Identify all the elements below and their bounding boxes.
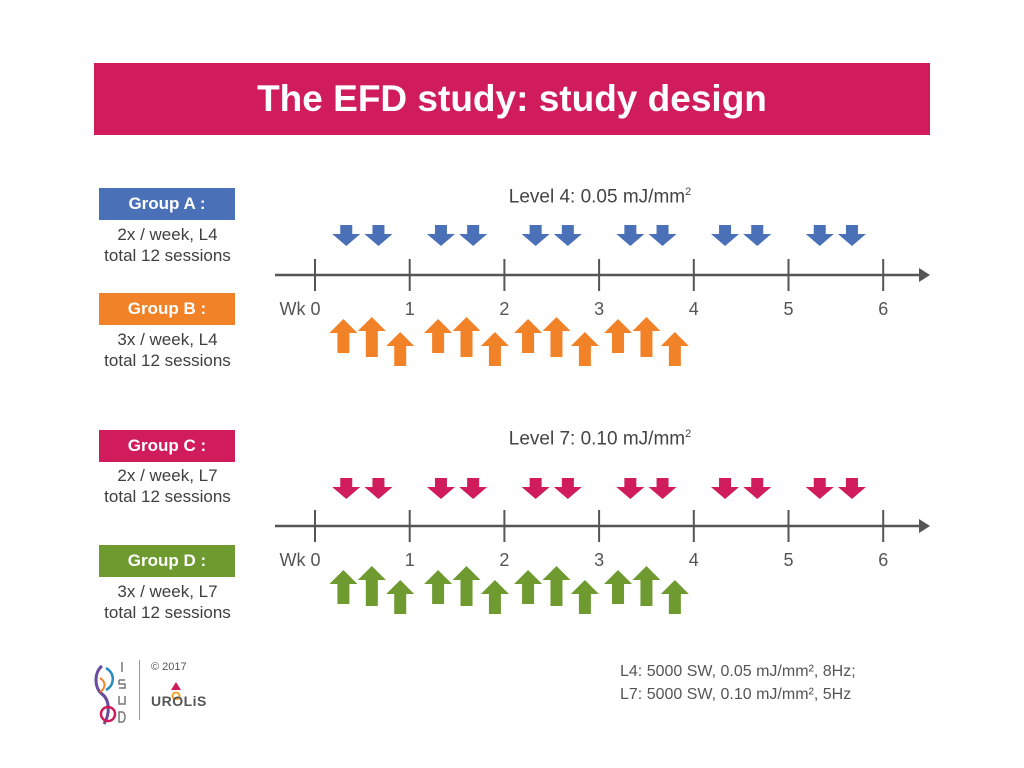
- group-d-description: 3x / week, L7 total 12 sessions: [90, 581, 245, 623]
- group-c-session-arrow: [459, 478, 488, 499]
- group-a-description: 2x / week, L4 total 12 sessions: [90, 224, 245, 266]
- level-7-superscript: 2: [685, 428, 692, 440]
- group-d-session-arrow: [357, 566, 386, 606]
- group-a-session-arrow: [805, 225, 834, 246]
- group-d-session-arrow: [452, 566, 481, 606]
- group-d-session-arrow: [386, 580, 415, 614]
- group-d-session-arrow: [542, 566, 571, 606]
- group-b-session-arrow: [357, 317, 386, 357]
- week-label-1-4: 4: [689, 299, 699, 319]
- week-label-1-0: Wk 0: [279, 299, 320, 319]
- group-c-session-arrow: [553, 478, 582, 499]
- group-b-session-arrow: [514, 319, 543, 353]
- group-b-session-arrow: [452, 317, 481, 357]
- week-label-1-2: 2: [499, 299, 509, 319]
- group-b-badge: Group B :: [99, 293, 235, 325]
- group-a-session-arrow: [364, 225, 393, 246]
- week-label-2-5: 5: [783, 550, 793, 570]
- level-4-text: Level 4: 0.05 mJ/mm: [508, 186, 686, 208]
- group-d-badge: Group D :: [99, 545, 235, 577]
- group-c-frequency: 2x / week, L7: [117, 466, 218, 485]
- week-label-2-3: 3: [594, 550, 604, 570]
- group-b-session-arrow: [632, 317, 661, 357]
- group-b-session-arrow: [480, 332, 509, 366]
- logo-divider: [139, 660, 140, 720]
- group-c-session-arrow: [648, 478, 677, 499]
- group-c-session-arrow: [711, 478, 740, 499]
- group-a-session-arrow: [837, 225, 866, 246]
- group-d-session-arrow: [570, 580, 599, 614]
- timeline-arrowhead-1: [919, 268, 930, 282]
- group-c-session-arrow: [616, 478, 645, 499]
- week-label-1-6: 6: [878, 299, 888, 319]
- group-d-session-arrow: [632, 566, 661, 606]
- group-b-description: 3x / week, L4 total 12 sessions: [90, 329, 245, 371]
- group-d-session-arrow: [329, 570, 358, 604]
- group-c-session-arrow: [837, 478, 866, 499]
- group-b-total: total 12 sessions: [104, 351, 231, 370]
- group-a-session-arrow: [426, 225, 455, 246]
- timeline-arrowhead-2: [919, 519, 930, 533]
- group-c-description: 2x / week, L7 total 12 sessions: [90, 465, 245, 507]
- week-label-2-4: 4: [689, 550, 699, 570]
- group-d-session-arrow: [424, 570, 453, 604]
- copyright-text: © 2017: [151, 661, 187, 673]
- week-label-1-3: 3: [594, 299, 604, 319]
- group-c-session-arrow: [426, 478, 455, 499]
- group-d-frequency: 3x / week, L7: [117, 582, 218, 601]
- week-label-2-1: 1: [405, 550, 415, 570]
- group-a-session-arrow: [332, 225, 361, 246]
- group-a-session-arrow: [711, 225, 740, 246]
- title-banner: The EFD study: study design: [94, 63, 930, 135]
- group-b-session-arrow: [604, 319, 633, 353]
- group-c-badge: Group C :: [99, 430, 235, 462]
- group-c-session-arrow: [364, 478, 393, 499]
- protocol-notes: L4: 5000 SW, 0.05 mJ/mm², 8Hz; L7: 5000 …: [620, 660, 856, 706]
- group-b-frequency: 3x / week, L4: [117, 330, 218, 349]
- group-c-session-arrow: [805, 478, 834, 499]
- group-d-session-arrow: [514, 570, 543, 604]
- urolis-logo: UROLiS: [151, 693, 207, 709]
- isud-logo: [92, 658, 132, 732]
- group-a-session-arrow: [648, 225, 677, 246]
- group-d-session-arrow: [480, 580, 509, 614]
- group-b-session-arrow: [660, 332, 689, 366]
- level-7-label: Level 7: 0.10 mJ/mm2: [440, 428, 760, 450]
- week-label-2-0: Wk 0: [279, 550, 320, 570]
- group-a-session-arrow: [459, 225, 488, 246]
- urolis-logo-mark: [151, 680, 211, 712]
- group-a-session-arrow: [743, 225, 772, 246]
- group-a-total: total 12 sessions: [104, 246, 231, 265]
- group-a-session-arrow: [521, 225, 550, 246]
- group-b-session-arrow: [424, 319, 453, 353]
- level-4-label: Level 4: 0.05 mJ/mm2: [440, 186, 760, 208]
- page-title: The EFD study: study design: [257, 78, 767, 119]
- group-d-session-arrow: [604, 570, 633, 604]
- group-d-session-arrow: [660, 580, 689, 614]
- week-label-2-2: 2: [499, 550, 509, 570]
- group-c-session-arrow: [743, 478, 772, 499]
- group-c-session-arrow: [332, 478, 361, 499]
- group-b-session-arrow: [542, 317, 571, 357]
- week-label-1-5: 5: [783, 299, 793, 319]
- group-b-session-arrow: [386, 332, 415, 366]
- group-a-badge: Group A :: [99, 188, 235, 220]
- group-c-session-arrow: [521, 478, 550, 499]
- l4-note: L4: 5000 SW, 0.05 mJ/mm², 8Hz;: [620, 663, 856, 680]
- l7-note: L7: 5000 SW, 0.10 mJ/mm², 5Hz: [620, 686, 852, 703]
- group-a-session-arrow: [553, 225, 582, 246]
- week-label-2-6: 6: [878, 550, 888, 570]
- group-b-session-arrow: [570, 332, 599, 366]
- group-a-session-arrow: [616, 225, 645, 246]
- group-a-frequency: 2x / week, L4: [117, 225, 218, 244]
- level-4-superscript: 2: [685, 186, 692, 198]
- level-7-text: Level 7: 0.10 mJ/mm: [508, 428, 686, 450]
- group-d-total: total 12 sessions: [104, 603, 231, 622]
- week-label-1-1: 1: [405, 299, 415, 319]
- group-c-total: total 12 sessions: [104, 487, 231, 506]
- group-b-session-arrow: [329, 319, 358, 353]
